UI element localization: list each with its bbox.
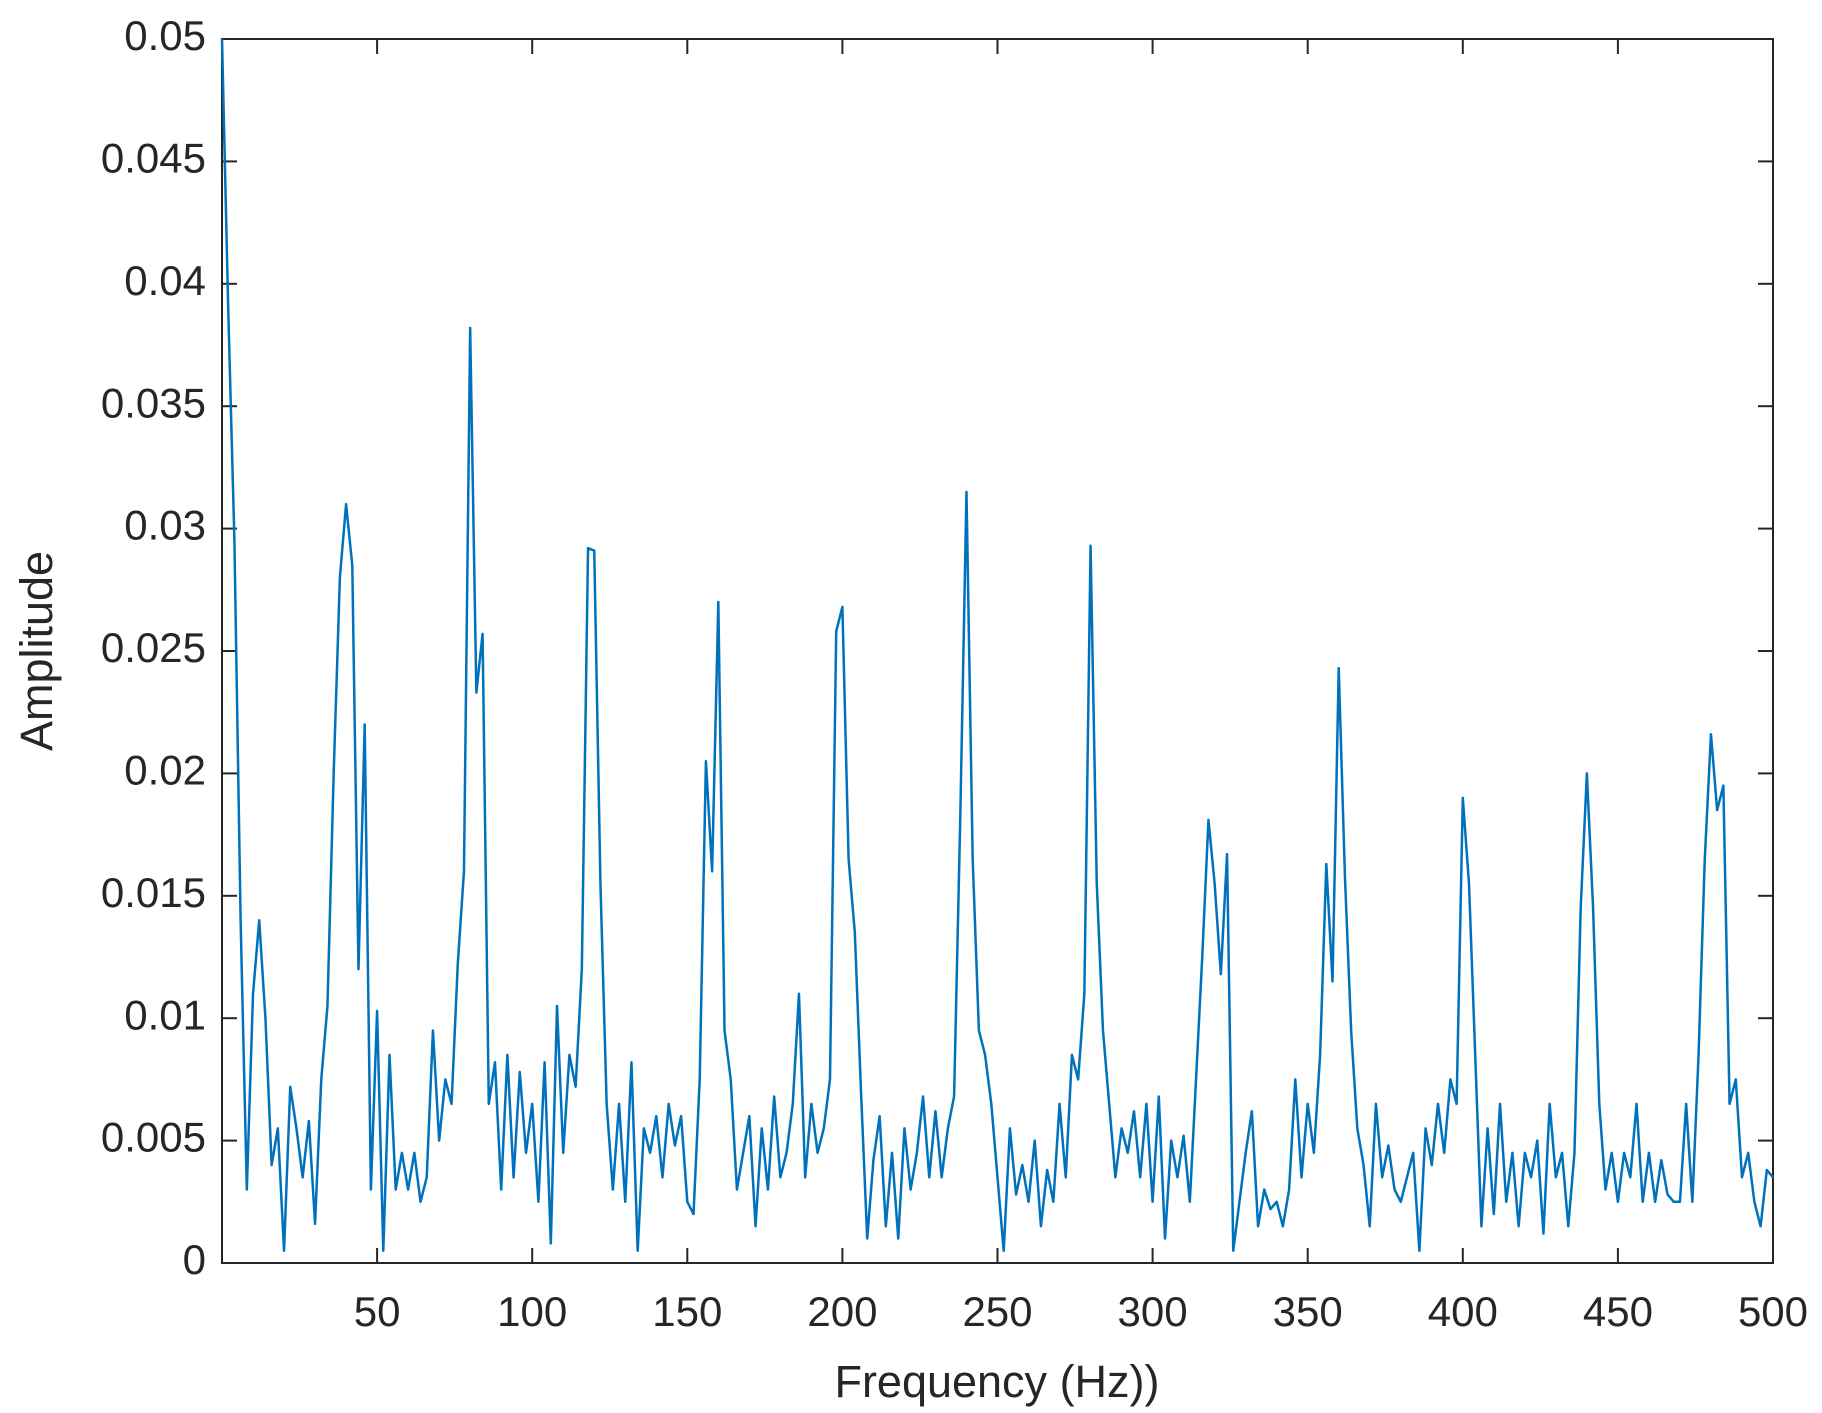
- y-tick-label: 0.01: [124, 991, 206, 1038]
- x-tick-label: 50: [354, 1288, 401, 1335]
- x-tick-label: 500: [1738, 1288, 1808, 1335]
- x-tick-label: 350: [1273, 1288, 1343, 1335]
- x-tick-label: 250: [962, 1288, 1032, 1335]
- y-tick-label: 0.045: [101, 134, 206, 181]
- data-line: [220, 38, 1774, 1253]
- plot-frame: [221, 38, 1774, 1264]
- y-tick-label: 0.04: [124, 257, 206, 304]
- x-axis-label: Frequency (Hz)): [834, 1356, 1159, 1407]
- y-tick-label: 0.03: [124, 502, 206, 549]
- x-tick-label: 150: [652, 1288, 722, 1335]
- x-tick-label: 100: [497, 1288, 567, 1335]
- y-tick-label: 0.035: [101, 379, 206, 426]
- y-tick-label: 0.025: [101, 624, 206, 671]
- x-tick-label: 450: [1583, 1288, 1653, 1335]
- y-tick-label: 0.02: [124, 746, 206, 793]
- y-tick-label: 0.015: [101, 869, 206, 916]
- x-tick-label: 300: [1118, 1288, 1188, 1335]
- y-tick-label: 0: [183, 1236, 206, 1283]
- x-tick-label: 200: [807, 1288, 877, 1335]
- y-tick-label: 0.05: [124, 12, 206, 59]
- x-tick-label: 400: [1428, 1288, 1498, 1335]
- y-axis-label: Amplitude: [11, 551, 62, 751]
- y-tick-label: 0.005: [101, 1114, 206, 1161]
